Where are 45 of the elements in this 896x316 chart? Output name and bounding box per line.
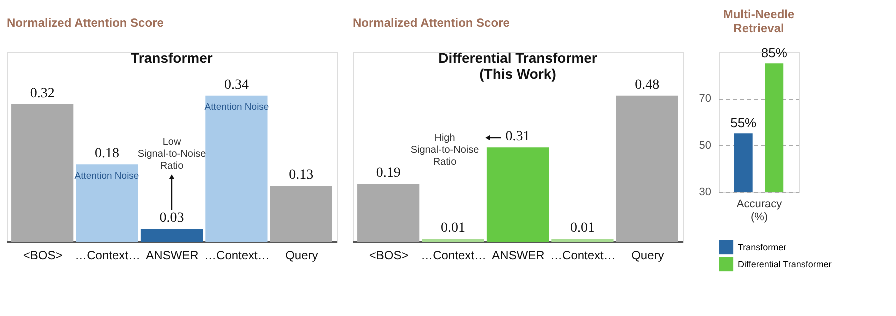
x-tick-label: …Context…	[204, 248, 270, 262]
y-tick-label: 30	[699, 186, 712, 198]
chart-title: Multi-Needle Retrieval	[723, 8, 795, 36]
legend-label: Differential Transformer	[738, 260, 832, 270]
bar	[552, 238, 614, 242]
x-tick-label: …Context…	[550, 248, 616, 262]
x-tick-label: …Context…	[421, 248, 486, 262]
annotation: High Signal-to-Noise Ratio	[410, 133, 480, 168]
bar	[76, 164, 138, 242]
bar	[486, 148, 550, 242]
data-label: 0.31	[506, 130, 530, 145]
x-tick-label: <BOS>	[23, 248, 63, 262]
data-label: 0.48	[635, 78, 660, 93]
bar	[140, 229, 204, 242]
bar	[206, 96, 268, 242]
x-tick-label: Query	[286, 248, 318, 262]
x-tick-label: Query	[632, 248, 664, 262]
y-axis-title: Normalized Attention Score	[353, 16, 510, 30]
data-label: 55%	[730, 116, 758, 131]
data-label: 0.03	[160, 211, 184, 226]
x-tick-label: <BOS>	[369, 248, 409, 262]
bar	[616, 96, 678, 242]
data-label: 0.13	[289, 168, 314, 184]
data-label: 0.19	[376, 166, 401, 182]
data-label: 0.01	[570, 220, 595, 236]
bar	[358, 184, 420, 242]
data-label: 85%	[761, 46, 788, 61]
x-axis-title: Accuracy (%)	[736, 198, 783, 224]
x-tick-label: ANSWER	[492, 248, 546, 262]
legend-label: Transformer	[738, 242, 787, 252]
chart-title: Differential Transformer (This Work)	[438, 50, 598, 82]
y-tick-label: 70	[699, 93, 712, 106]
data-label: 0.01	[441, 220, 466, 236]
bar	[270, 186, 332, 242]
data-label: 0.32	[30, 86, 55, 102]
bar	[12, 104, 74, 242]
data-label: 0.18	[95, 146, 120, 162]
y-axis-title: Normalized Attention Score	[7, 16, 164, 30]
data-label: 0.34	[224, 78, 249, 93]
x-tick-label: …Context…	[75, 248, 140, 262]
y-tick-label: 50	[699, 140, 712, 152]
x-tick-label: ANSWER	[146, 248, 200, 262]
annotation: Low Signal-to-Noise Ratio	[138, 137, 207, 172]
chart-title: Transformer	[131, 50, 214, 66]
bar	[422, 238, 484, 242]
